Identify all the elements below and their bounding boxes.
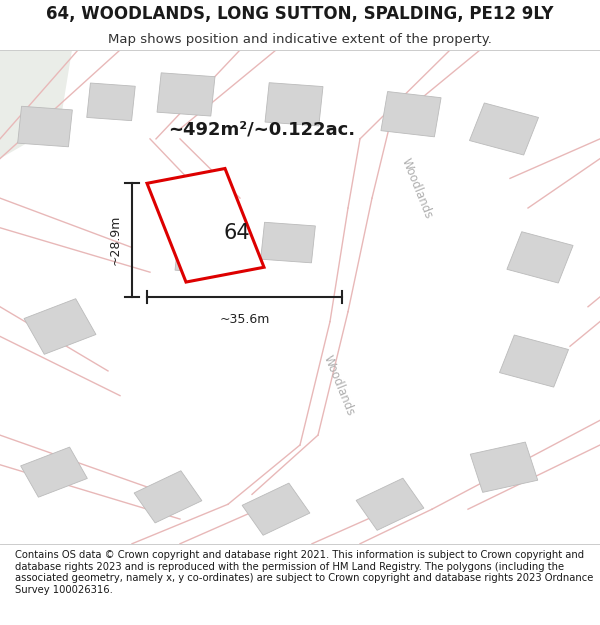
Polygon shape <box>356 478 424 531</box>
Polygon shape <box>507 232 573 283</box>
Text: 64, WOODLANDS, LONG SUTTON, SPALDING, PE12 9LY: 64, WOODLANDS, LONG SUTTON, SPALDING, PE… <box>46 5 554 23</box>
Polygon shape <box>242 483 310 535</box>
Text: Map shows position and indicative extent of the property.: Map shows position and indicative extent… <box>108 32 492 46</box>
Polygon shape <box>470 442 538 493</box>
Polygon shape <box>147 169 264 282</box>
Text: ~28.9m: ~28.9m <box>109 215 122 265</box>
Text: 64: 64 <box>224 222 250 243</box>
Polygon shape <box>17 106 73 147</box>
Polygon shape <box>134 471 202 523</box>
Polygon shape <box>499 335 569 387</box>
Polygon shape <box>469 103 539 155</box>
Polygon shape <box>20 447 88 498</box>
Text: Contains OS data © Crown copyright and database right 2021. This information is : Contains OS data © Crown copyright and d… <box>15 550 593 595</box>
Polygon shape <box>157 73 215 116</box>
Polygon shape <box>265 82 323 126</box>
Text: Woodlands: Woodlands <box>321 354 357 418</box>
Polygon shape <box>381 91 441 137</box>
Polygon shape <box>175 231 233 274</box>
Text: Woodlands: Woodlands <box>399 156 435 221</box>
Polygon shape <box>260 222 316 263</box>
Text: ~35.6m: ~35.6m <box>220 312 269 326</box>
Polygon shape <box>87 83 135 121</box>
Text: ~492m²/~0.122ac.: ~492m²/~0.122ac. <box>168 120 355 138</box>
Polygon shape <box>24 299 96 354</box>
Polygon shape <box>0 50 72 159</box>
